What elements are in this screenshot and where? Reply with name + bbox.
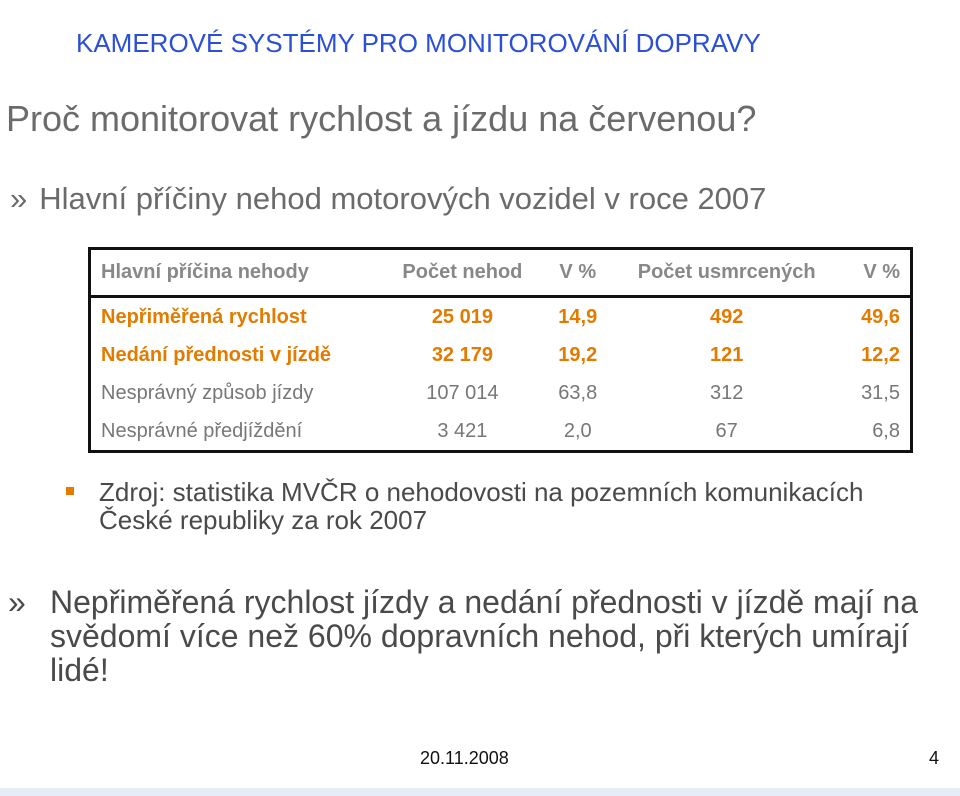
bottom-bar bbox=[0, 788, 960, 796]
col-header-accidents-pct: V % bbox=[543, 248, 612, 298]
col-header-fatalities-pct: V % bbox=[841, 248, 912, 298]
cell-fatalities: 492 bbox=[709, 305, 744, 328]
cell-cause: Nedání přednosti v jízdě bbox=[101, 343, 332, 366]
bullet-raquo: » bbox=[8, 584, 26, 620]
col-header-cause: Hlavní příčina nehody bbox=[89, 248, 382, 298]
table-row: Nepřiměřená rychlost 25 019 14,9 492 49,… bbox=[90, 297, 912, 337]
header-title: KAMEROVÉ SYSTÉMY PRO MONITOROVÁNÍ DOPRAV… bbox=[76, 28, 761, 58]
cell-fatalities-pct: 31,5 bbox=[861, 381, 900, 404]
cell-accidents: 25 019 bbox=[431, 305, 493, 328]
page-number: 4 bbox=[929, 748, 940, 768]
conclusion: » Nepřiměřená rychlost jízdy a nedání př… bbox=[8, 585, 948, 687]
table-caption: » Hlavní příčiny nehod motorových vozidel… bbox=[10, 181, 766, 217]
cell-cause: Nepřiměřená rychlost bbox=[101, 305, 307, 328]
accident-causes-table: Hlavní příčina nehody Počet nehod V % Po… bbox=[88, 247, 913, 453]
cell-fatalities-pct: 49,6 bbox=[861, 305, 900, 328]
source-note: Zdroj: statistika MVČR o nehodovosti na … bbox=[66, 478, 906, 534]
table-row: Nedání přednosti v jízdě 32 179 19,2 121… bbox=[90, 336, 912, 374]
cell-accidents: 107 014 bbox=[426, 381, 499, 404]
cell-cause: Nesprávný způsob jízdy bbox=[101, 381, 314, 404]
cell-fatalities: 67 bbox=[715, 419, 738, 442]
cell-accidents: 32 179 bbox=[431, 343, 493, 366]
slide-title: Proč monitorovat rychlost a jízdu na čer… bbox=[6, 98, 757, 139]
cell-accidents-pct: 63,8 bbox=[558, 381, 598, 404]
cell-cause: Nesprávné předjíždění bbox=[101, 419, 303, 442]
source-text: Zdroj: statistika MVČR o nehodovosti na … bbox=[99, 477, 864, 535]
conclusion-text: Nepřiměřená rychlost jízdy a nedání před… bbox=[50, 584, 918, 688]
col-header-accidents: Počet nehod bbox=[381, 248, 544, 298]
cell-fatalities-pct: 12,2 bbox=[861, 343, 900, 366]
square-bullet-icon bbox=[66, 487, 74, 495]
table-row: Nesprávný způsob jízdy 107 014 63,8 312 … bbox=[90, 374, 912, 412]
cell-fatalities: 312 bbox=[709, 381, 744, 404]
cell-accidents-pct: 19,2 bbox=[558, 343, 598, 366]
footer-date: 20.11.2008 bbox=[420, 748, 509, 768]
cell-fatalities: 121 bbox=[709, 343, 744, 366]
cell-accidents-pct: 14,9 bbox=[558, 305, 598, 328]
table-caption-text: Hlavní příčiny nehod motorových vozidel … bbox=[39, 181, 767, 216]
col-header-fatalities: Počet usmrcených bbox=[611, 248, 842, 298]
bullet-raquo: » bbox=[10, 181, 28, 216]
cell-accidents: 3 421 bbox=[437, 419, 488, 442]
cell-fatalities-pct: 6,8 bbox=[872, 419, 900, 442]
table-header-row: Hlavní příčina nehody Počet nehod V % Po… bbox=[89, 248, 912, 298]
cell-accidents-pct: 2,0 bbox=[563, 419, 592, 442]
table-row: Nesprávné předjíždění 3 421 2,0 67 6,8 bbox=[90, 412, 912, 452]
